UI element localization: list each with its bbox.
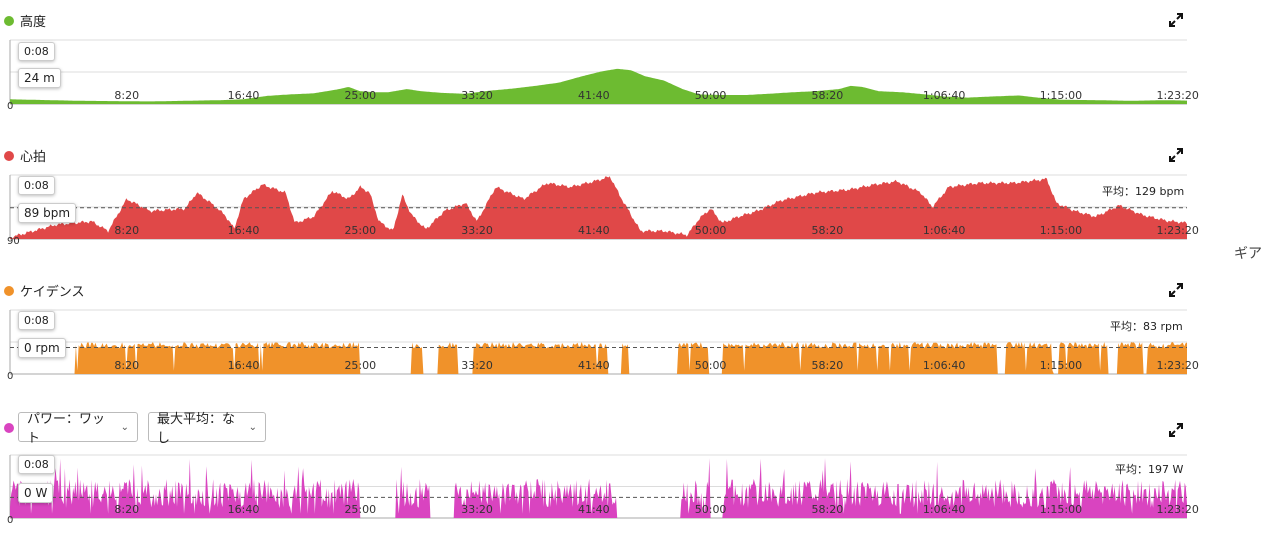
x-tick-label: 1:23:20 (1156, 503, 1198, 516)
power-metric-select[interactable]: パワー：ワット ⌄ (18, 412, 138, 446)
power-tooltip-value: 0 W (18, 483, 54, 503)
power-chart: 8:20 16:40 25:00 33:20 41:40 50:00 58:20 1:06:4… (7, 454, 1199, 526)
cadence-series-area (10, 342, 1187, 374)
x-tick-label: 33:20 (461, 359, 493, 372)
x-tick-label: 33:20 (461, 224, 493, 237)
cadence-tooltip-value: 0 rpm (18, 338, 66, 358)
x-tick-label: 41:40 (578, 503, 610, 516)
x-tick-label: 1:06:40 (923, 224, 965, 237)
x-tick-label: 8:20 (114, 224, 139, 237)
x-tick-label: 50:00 (695, 359, 727, 372)
x-tick-label: 1:23:20 (1156, 224, 1198, 237)
altitude-title-label: 高度 (20, 15, 47, 30)
x-tick-label: 50:00 (695, 89, 727, 102)
heart-rate-chart: 8:20 16:40 25:00 33:20 41:40 50:00 58:20 1:06:4… (7, 174, 1199, 247)
cadence-tooltip-time: 0:08 (18, 311, 55, 330)
power-tooltip-time: 0:08 (18, 455, 55, 474)
altitude-tooltip-value: 24 m (18, 68, 61, 88)
altitude-series-area (10, 68, 1187, 104)
x-tick-label: 16:40 (228, 359, 260, 372)
gear-label: ギア (1234, 246, 1262, 262)
x-tick-label: 33:20 (461, 503, 493, 516)
power-panel: 8:20 16:40 25:00 33:20 41:40 50:00 58:20 1:06:4… (0, 405, 1200, 554)
cadence-title: ケイデンス (4, 281, 84, 300)
y-tick-label: 90 (7, 236, 20, 247)
power-dot (4, 423, 14, 433)
y-tick-label: 0 (7, 101, 13, 112)
x-tick-label: 50:00 (695, 224, 727, 237)
x-tick-label: 25:00 (344, 89, 376, 102)
expand-icon[interactable] (1168, 422, 1184, 438)
cadence-dot (4, 285, 14, 296)
x-tick-label: 1:15:00 (1040, 359, 1082, 372)
x-tick-label: 41:40 (578, 359, 610, 372)
x-tick-label: 16:40 (228, 89, 260, 102)
altitude-title: 高度 (4, 11, 46, 30)
expand-icon[interactable] (1168, 282, 1184, 298)
x-tick-label: 16:40 (228, 224, 260, 237)
x-tick-label: 1:23:20 (1156, 89, 1198, 102)
x-tick-label: 41:40 (578, 89, 610, 102)
y-tick-label: 0 (7, 371, 13, 382)
max-average-label: 最大平均：なし (157, 412, 236, 446)
power-series-area (10, 458, 1187, 518)
heart-rate-title: 心拍 (4, 146, 46, 165)
heart-rate-tooltip-time: 0:08 (18, 176, 55, 195)
cadence-panel: ケイデンス 8:20 16:40 25:00 33:20 41:40 50:00 58:20… (0, 270, 1200, 390)
x-tick-label: 1:06:40 (923, 359, 965, 372)
x-tick-label: 58:20 (812, 89, 844, 102)
x-tick-label: 58:20 (812, 503, 844, 516)
x-tick-label: 25:00 (344, 224, 376, 237)
altitude-chart: 8:20 16:40 25:00 33:20 41:40 50:00 58:20 1:06:4… (7, 39, 1199, 112)
x-tick-label: 8:20 (114, 359, 139, 372)
chevron-down-icon: ⌄ (120, 421, 129, 433)
heart-rate-panel: 心拍 8:20 16:40 25:00 33:20 41:40 50:00 58:20 1:0… (0, 135, 1200, 255)
altitude-panel: 高度 8:20 16:40 25:00 33:20 41:40 50:00 58:20 1:0… (0, 0, 1200, 120)
x-tick-label: 16:40 (228, 503, 260, 516)
x-tick-label: 1:06:40 (923, 503, 965, 516)
x-tick-label: 1:23:20 (1156, 359, 1198, 372)
altitude-dot (4, 15, 14, 26)
power-average: 平均：197 W (1113, 461, 1186, 477)
x-tick-label: 1:06:40 (923, 89, 965, 102)
x-tick-label: 50:00 (695, 503, 727, 516)
cadence-title-label: ケイデンス (20, 285, 85, 300)
x-tick-label: 8:20 (114, 89, 139, 102)
power-metric-label: パワー：ワット (27, 412, 106, 446)
y-tick-label: 0 (7, 515, 13, 526)
x-tick-label: 1:15:00 (1040, 89, 1082, 102)
x-tick-label: 33:20 (461, 89, 493, 102)
max-average-select[interactable]: 最大平均：なし ⌄ (148, 412, 266, 446)
cadence-average: 平均：83 rpm (1108, 318, 1185, 334)
cadence-chart: 8:20 16:40 25:00 33:20 41:40 50:00 58:20 1:06:4… (7, 309, 1199, 382)
expand-icon[interactable] (1168, 12, 1184, 28)
x-tick-label: 58:20 (812, 359, 844, 372)
heart-rate-dot (4, 150, 14, 161)
x-tick-label: 25:00 (344, 503, 376, 516)
expand-icon[interactable] (1168, 147, 1184, 163)
heart-rate-tooltip-value: 89 bpm (18, 203, 77, 223)
x-tick-label: 1:15:00 (1040, 503, 1082, 516)
chevron-down-icon: ⌄ (248, 421, 257, 433)
heart-rate-title-label: 心拍 (20, 150, 47, 165)
x-tick-label: 1:15:00 (1040, 224, 1082, 237)
x-tick-label: 8:20 (114, 503, 139, 516)
x-tick-label: 25:00 (344, 359, 376, 372)
altitude-tooltip-time: 0:08 (18, 42, 55, 61)
x-tick-label: 58:20 (812, 224, 844, 237)
heart-rate-average: 平均：129 bpm (1100, 183, 1187, 199)
x-tick-label: 41:40 (578, 224, 610, 237)
